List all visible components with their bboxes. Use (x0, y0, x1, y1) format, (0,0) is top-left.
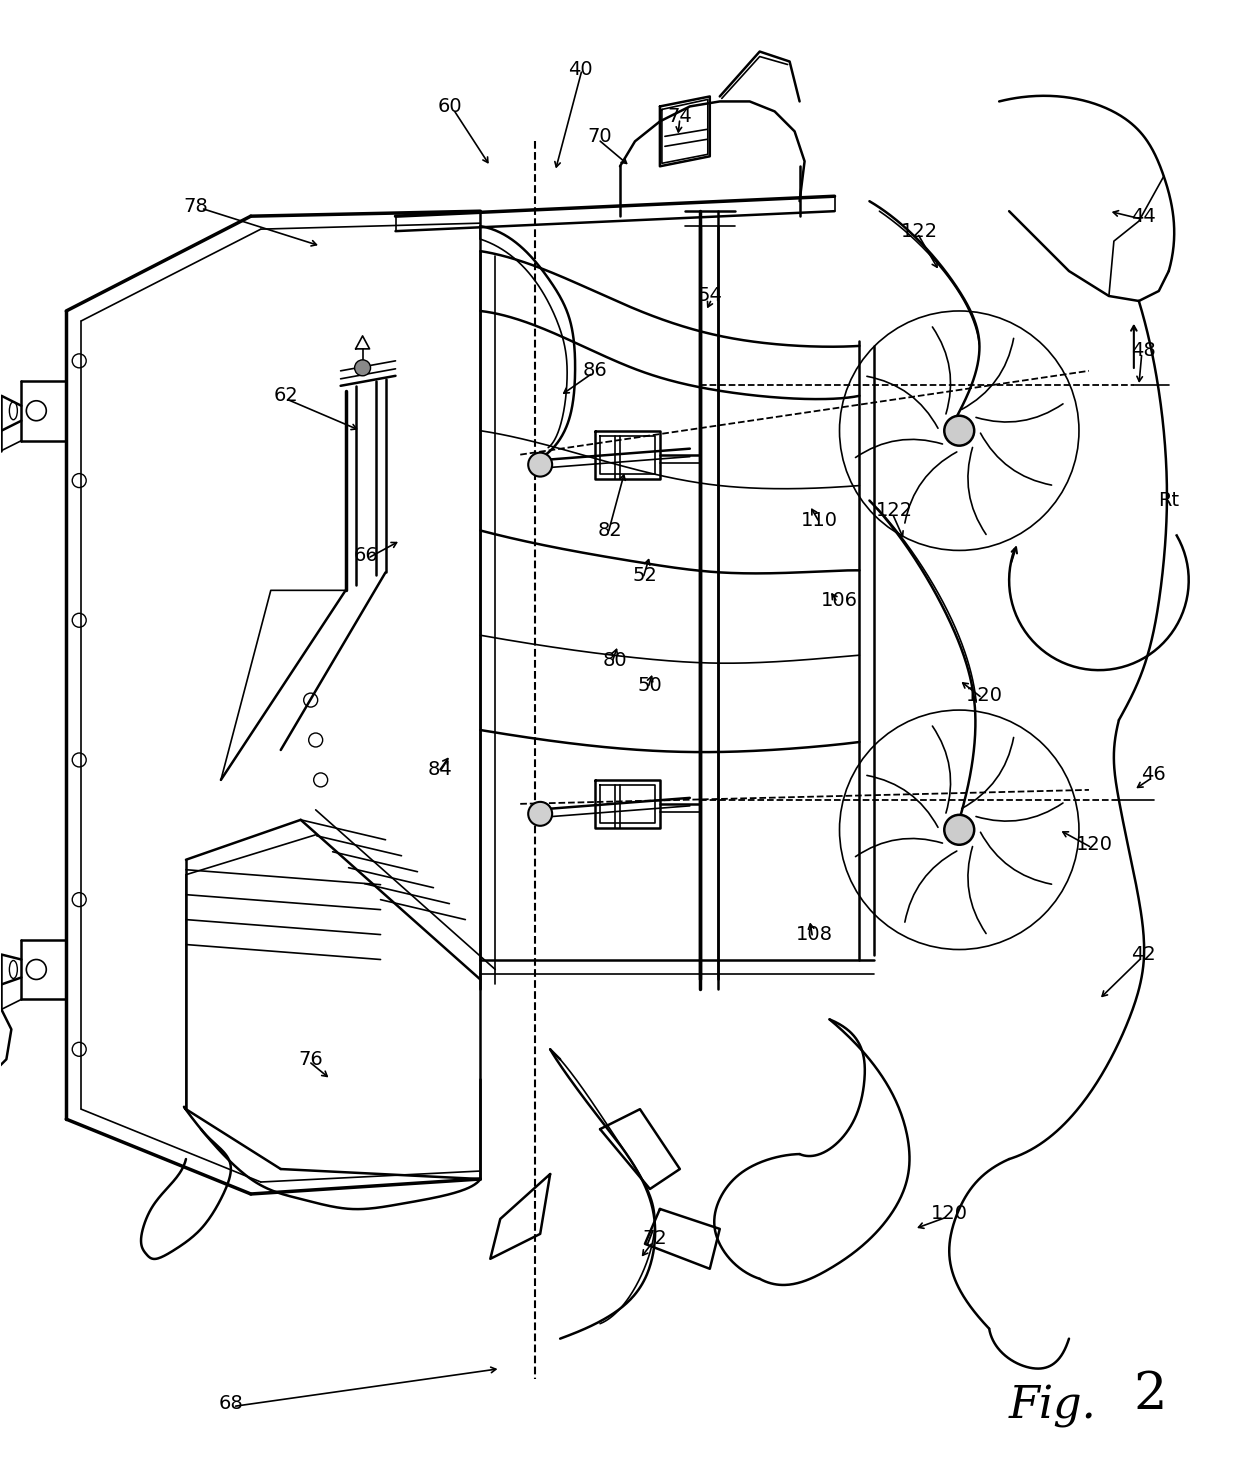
Text: 70: 70 (588, 127, 613, 145)
Text: 106: 106 (821, 591, 858, 610)
Text: 110: 110 (801, 511, 838, 530)
Circle shape (528, 453, 552, 477)
Text: 52: 52 (632, 566, 657, 585)
Text: 54: 54 (697, 286, 722, 305)
Text: 62: 62 (273, 387, 298, 406)
Circle shape (528, 801, 552, 826)
Text: 2: 2 (1133, 1368, 1167, 1419)
Circle shape (355, 360, 371, 376)
Text: 120: 120 (931, 1204, 967, 1223)
Text: 120: 120 (1075, 835, 1112, 855)
Circle shape (945, 815, 975, 844)
Circle shape (26, 960, 46, 979)
Text: 108: 108 (796, 926, 833, 943)
Text: 40: 40 (568, 61, 593, 78)
Circle shape (945, 416, 975, 446)
Text: 122: 122 (875, 501, 913, 520)
Text: 42: 42 (1131, 945, 1156, 964)
Text: 86: 86 (583, 361, 608, 381)
Circle shape (26, 401, 46, 421)
Text: 78: 78 (184, 197, 208, 216)
Text: Rt: Rt (1158, 492, 1179, 509)
Text: 44: 44 (1131, 207, 1156, 225)
Text: 82: 82 (598, 521, 622, 541)
Text: 120: 120 (966, 686, 1003, 705)
Text: Fig.: Fig. (1009, 1385, 1097, 1428)
Text: 84: 84 (428, 760, 453, 779)
Text: 60: 60 (438, 96, 463, 116)
Text: 72: 72 (642, 1229, 667, 1248)
Text: 76: 76 (299, 1050, 324, 1069)
Text: 50: 50 (637, 675, 662, 695)
Text: 48: 48 (1131, 342, 1156, 360)
Text: 46: 46 (1142, 766, 1166, 785)
Text: 80: 80 (603, 650, 627, 669)
Text: 66: 66 (353, 546, 378, 564)
Text: 74: 74 (667, 107, 692, 126)
Text: 68: 68 (218, 1394, 243, 1413)
Text: 122: 122 (900, 222, 937, 240)
